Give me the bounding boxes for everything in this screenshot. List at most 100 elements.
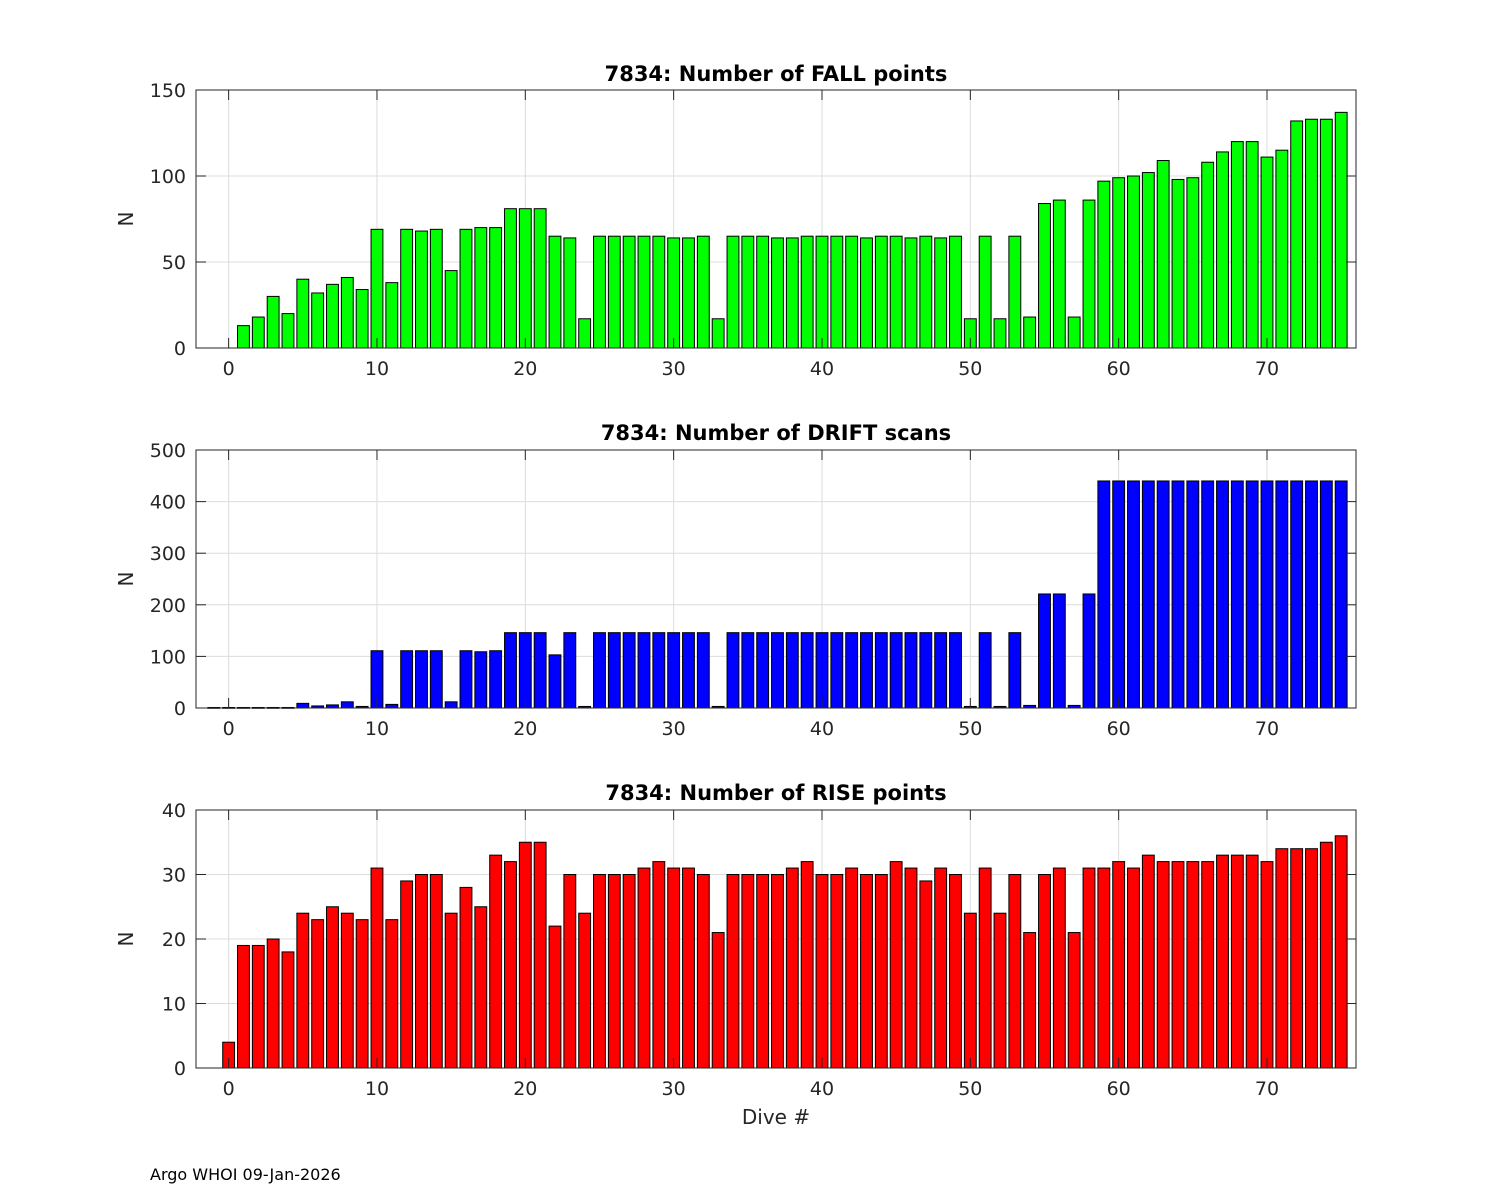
bar [785,237,799,349]
bar [1186,177,1200,349]
bar [934,237,948,349]
bar [355,289,369,349]
x-tick-label: 30 [662,1078,686,1100]
y-tick-label: 0 [174,1058,186,1080]
bar [1067,316,1081,349]
bar [237,944,250,1069]
bar [741,235,755,349]
y-tick-label: 0 [174,698,186,720]
y-axis-label: N [114,932,138,947]
bar [637,632,651,709]
bar [682,237,695,349]
bar [474,651,488,709]
bar [1156,480,1170,709]
bar [429,874,443,1069]
bar [1275,149,1289,349]
bar [1245,141,1259,349]
bar [518,632,532,709]
bar [1230,141,1244,349]
y-tick-label: 200 [150,595,186,617]
x-tick-label: 0 [223,1078,235,1100]
bar [637,235,651,349]
x-tick-label: 40 [810,1078,834,1100]
x-tick-label: 20 [513,718,537,740]
bar [1305,118,1318,349]
bar [993,318,1007,349]
bar [459,650,473,709]
bar [860,237,873,349]
bar [1171,178,1185,349]
fall-points-chart: 7834: Number of FALL points 0 10 20 30 40 50 6… [114,62,1357,380]
bar [1008,632,1022,709]
bar [622,235,636,349]
bar [830,874,844,1069]
bar [563,237,577,349]
bar [1097,180,1111,349]
y-tick-label: 150 [150,80,186,102]
bar [563,874,577,1069]
bar [667,867,681,1069]
bar [518,841,532,1069]
bar [978,235,992,349]
bar [415,874,428,1069]
bar [296,912,310,1069]
bar [281,951,295,1069]
bar [1171,480,1185,709]
bar [1290,480,1304,709]
bar [1260,861,1274,1069]
bar [459,886,473,1069]
drift-scans-chart: 7834: Number of DRIFT scans 0 10 20 30 40 50 6… [114,421,1357,740]
y-axis-label: N [114,572,138,587]
bar [504,208,517,349]
bar [385,282,399,349]
bar [1112,177,1126,349]
bar [444,270,458,349]
bar [1186,861,1200,1069]
bar [251,944,265,1069]
bar [771,237,784,349]
bar [548,235,562,349]
bar [607,235,621,349]
bar [237,325,250,349]
x-tick-label: 10 [365,358,389,380]
x-tick-label: 20 [513,1078,537,1100]
bar [934,632,948,709]
bar [444,912,458,1069]
x-tick-label: 0 [223,358,235,380]
bar [1319,118,1333,349]
bar [1201,161,1215,349]
bar [281,313,295,349]
bar [340,276,354,349]
bar [1052,867,1066,1069]
chart-title: 7834: Number of FALL points [605,62,948,86]
bar [815,632,829,709]
bar [874,632,888,709]
bar [533,632,547,709]
y-tick-label: 50 [162,252,186,274]
bar [578,318,592,349]
bar [1141,172,1155,349]
bar [652,235,666,349]
bar [1112,480,1126,709]
bar [845,867,859,1069]
y-tick-label: 300 [150,543,186,565]
bar [607,632,621,709]
bar [1216,854,1229,1069]
bar [1275,480,1289,709]
bar [533,841,547,1069]
chart-title: 7834: Number of RISE points [605,781,946,805]
y-tick-label: 0 [174,338,186,360]
bar [1216,151,1229,349]
bar [1127,175,1140,349]
bar [593,235,606,349]
bar [251,316,265,349]
bar [800,861,814,1069]
bar [682,632,695,709]
bar [1023,932,1037,1069]
x-tick-label: 30 [662,718,686,740]
bar [1038,874,1051,1069]
bar [1290,848,1304,1069]
bar [756,632,770,709]
bar [1127,480,1140,709]
x-tick-label: 20 [513,358,537,380]
